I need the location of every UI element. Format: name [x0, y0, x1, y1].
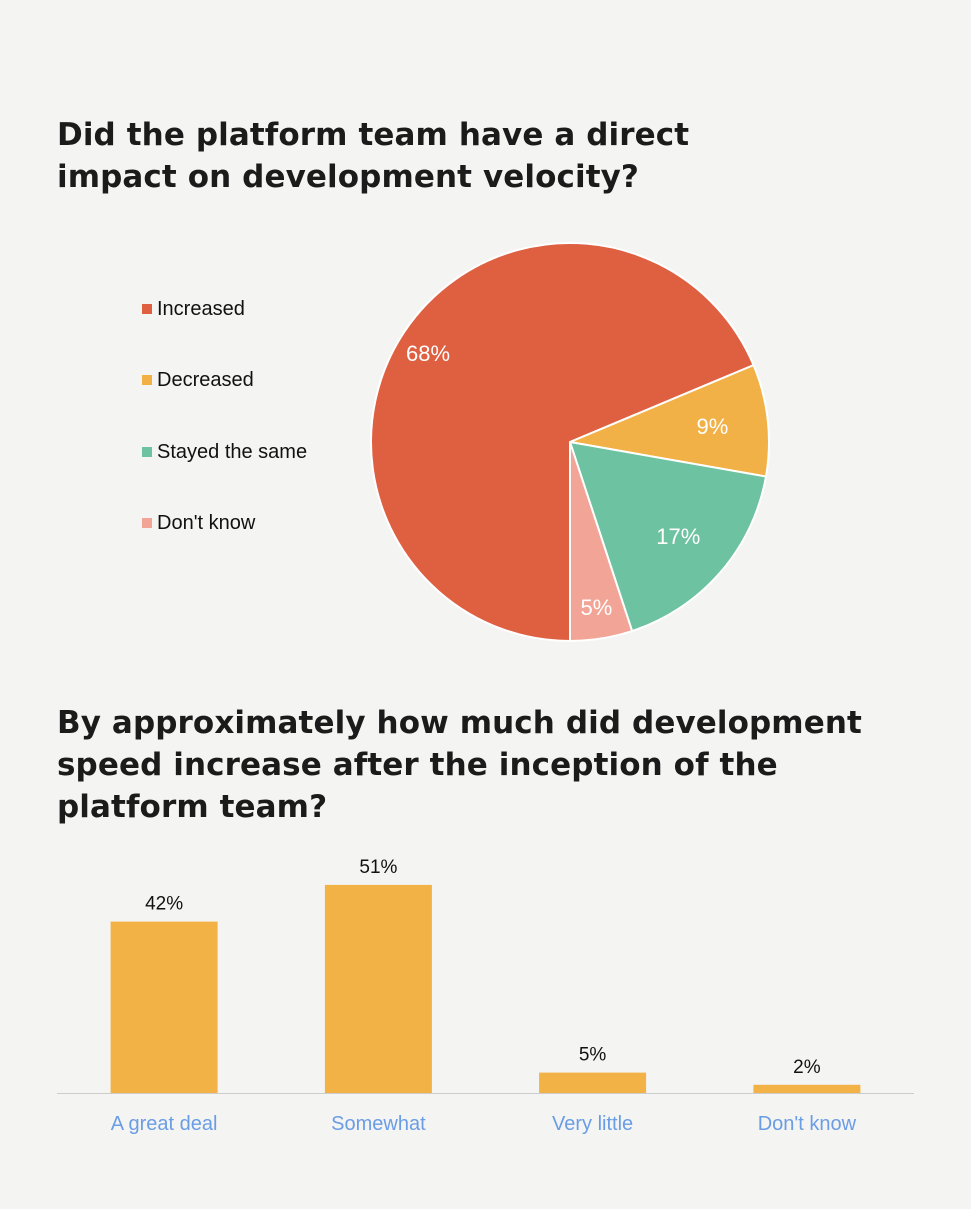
pie-slice-stayed-the-same: [569, 441, 767, 633]
bar-chart: 42% A great deal 51% Somewhat 5% Very little 2…: [57, 857, 914, 1135]
pie-slice-label-don-t-know: 5%: [581, 595, 613, 620]
pie-slice-decreased: [569, 364, 771, 478]
pie-slice-don-t-know: [569, 441, 634, 642]
pie-slice-label-stayed-the-same: 17%: [656, 524, 700, 549]
bar-a-great-deal: [110, 921, 218, 1093]
bar-somewhat: [324, 884, 432, 1093]
pie-slice-label-decreased: 9%: [697, 414, 729, 439]
bar-value-label-don-t-know: 2%: [793, 1057, 821, 1078]
pie-chart-title: Did the platform team have a direct impa…: [57, 117, 690, 195]
bar-value-label-somewhat: 51%: [359, 857, 397, 878]
legend-label-dont-know: Don't know: [157, 512, 256, 534]
pie-slice-increased: [370, 242, 755, 642]
bar-category-label-don-t-know: Don't know: [758, 1113, 857, 1135]
bar-category-label-very-little: Very little: [552, 1113, 633, 1135]
legend-label-decreased: Decreased: [157, 369, 254, 391]
legend-swatch-decreased: [142, 375, 152, 385]
pie-chart: 68% 9% 17% 5%: [370, 242, 771, 642]
legend-swatch-increased: [142, 304, 152, 314]
bar-value-label-very-little: 5%: [579, 1045, 607, 1066]
bar-very-little: [539, 1072, 647, 1093]
legend-swatch-stayed-the-same: [142, 447, 152, 457]
pie-slice-label-increased: 68%: [406, 341, 450, 366]
bar-don-t-know: [753, 1084, 861, 1093]
bar-chart-title: By approximately how much did developmen…: [57, 705, 862, 825]
legend-label-increased: Increased: [157, 298, 245, 320]
bar-category-label-somewhat: Somewhat: [331, 1113, 426, 1135]
legend-swatch-dont-know: [142, 518, 152, 528]
bar-value-label-a-great-deal: 42%: [145, 894, 183, 915]
legend-label-stayed-the-same: Stayed the same: [157, 441, 308, 463]
bar-category-label-a-great-deal: A great deal: [111, 1113, 218, 1135]
